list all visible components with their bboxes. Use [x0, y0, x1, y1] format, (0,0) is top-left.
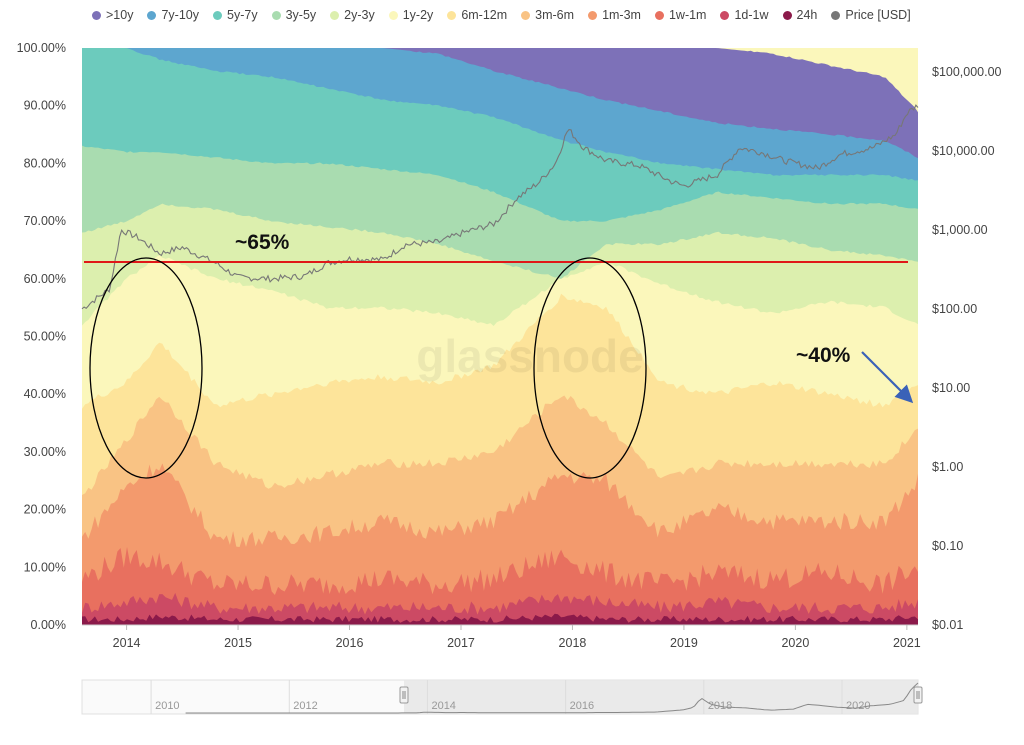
- y-left-tick-label: 40.00%: [24, 387, 66, 401]
- y-axis-left: 0.00% 10.00% 20.00% 30.00% 40.00% 50.00% 60.00…: [17, 41, 66, 632]
- legend-dot-icon: [831, 10, 841, 20]
- legend-item-24h[interactable]: 24h: [782, 8, 818, 22]
- annotations: ~65% ~40%: [84, 231, 914, 479]
- area-1d-1w: [82, 592, 918, 625]
- legend-label: 3m-6m: [535, 8, 575, 22]
- x-tick-label: 2020: [781, 636, 809, 650]
- annotation-40: ~40%: [796, 344, 851, 367]
- legend-dot-icon: [147, 10, 157, 20]
- navigator-handle-right[interactable]: [913, 686, 923, 704]
- legend-dot-icon: [521, 10, 531, 20]
- legend-label: 1m-3m: [602, 8, 641, 22]
- legend-dot-icon: [588, 10, 598, 20]
- navigator-label: 2010: [155, 700, 179, 712]
- highlight-ellipse-2014: [89, 257, 203, 479]
- handle-grip-icon[interactable]: [399, 686, 409, 704]
- y-left-tick-label: 60.00%: [24, 272, 66, 286]
- legend-label: >10y: [106, 8, 134, 22]
- handle-grip-icon[interactable]: [913, 686, 923, 704]
- legend-label: 7y-10y: [161, 8, 199, 22]
- navigator-label: 2020: [846, 700, 870, 712]
- y-left-tick-label: 100.00%: [17, 41, 66, 55]
- y-left-tick-label: 90.00%: [24, 99, 66, 113]
- legend-dot-icon: [447, 10, 457, 20]
- y-right-tick-label: $10.00: [932, 381, 970, 395]
- chart-svg: glassnode 0.00% 10.00% 20.00% 30.00% 40.00% 50…: [17, 41, 1002, 650]
- navigator-group: 2010 2012 2014 2016 2018 2020: [81, 679, 923, 715]
- legend-item-2y-3y[interactable]: 2y-3y: [330, 8, 375, 22]
- legend-item-1m-3m[interactable]: 1m-3m: [588, 8, 641, 22]
- x-tick-label: 2014: [113, 636, 141, 650]
- x-tick-label: 2015: [224, 636, 252, 650]
- x-tick-label: 2016: [336, 636, 364, 650]
- legend-label: 5y-7y: [227, 8, 258, 22]
- y-axis-right: $0.01 $0.10 $1.00 $10.00 $100.00 $1,000.00 $10…: [932, 65, 1002, 632]
- legend-label: 1w-1m: [668, 8, 707, 22]
- area-24h: [82, 613, 918, 625]
- legend-label: 24h: [796, 8, 818, 22]
- legend-dot-icon: [654, 10, 664, 20]
- navigator-handle-left[interactable]: [399, 686, 409, 704]
- arrow-icon: [861, 351, 914, 404]
- navigator-label: 2016: [570, 700, 594, 712]
- y-right-tick-label: $1,000.00: [932, 223, 988, 237]
- y-right-tick-label: $0.10: [932, 539, 963, 553]
- navigator-label: 2018: [708, 700, 732, 712]
- legend-label: Price [USD]: [845, 8, 911, 22]
- legend-label: 1d-1w: [734, 8, 769, 22]
- legend-item-1d-1w[interactable]: 1d-1w: [720, 8, 769, 22]
- legend-item-10y[interactable]: >10y: [92, 8, 133, 22]
- y-left-tick-label: 20.00%: [24, 503, 66, 517]
- legend-item-3y-5y[interactable]: 3y-5y: [271, 8, 317, 22]
- y-right-tick-label: $1.00: [932, 460, 963, 474]
- navigator-label: 2014: [431, 700, 455, 712]
- legend-dot-icon: [92, 10, 101, 20]
- y-right-tick-label: $100,000.00: [932, 65, 1002, 79]
- x-axis: 2014 2015 2016 2017 2018 2019 2020 2021: [82, 624, 921, 650]
- legend-dot-icon: [330, 10, 340, 20]
- legend-item-5y-7y[interactable]: 5y-7y: [213, 8, 258, 22]
- annotation-65: ~65%: [235, 231, 290, 254]
- y-right-tick-label: $0.01: [932, 618, 963, 632]
- legend-item-7y-10y[interactable]: 7y-10y: [147, 8, 199, 22]
- watermark: glassnode: [416, 330, 644, 382]
- legend-label: 1y-2y: [402, 8, 434, 22]
- y-left-tick-label: 80.00%: [24, 156, 66, 170]
- chart-legend: >10y 7y-10y 5y-7y 3y-5y 2y-3y 1y-2y 6m-12m 3m-6…: [92, 8, 911, 22]
- y-left-tick-label: 70.00%: [24, 214, 66, 228]
- legend-item-6m-12m[interactable]: 6m-12m: [447, 8, 507, 22]
- legend-item-price-usd[interactable]: Price [USD]: [831, 8, 911, 22]
- x-tick-label: 2019: [670, 636, 698, 650]
- price-line: [81, 104, 919, 310]
- legend-label: 6m-12m: [461, 8, 508, 22]
- stacked-areas: [82, 48, 918, 626]
- legend-label: 3y-5y: [285, 8, 317, 22]
- y-left-tick-label: 10.00%: [24, 560, 66, 574]
- navigator-track: [81, 679, 919, 715]
- navigator-label: 2012: [293, 700, 317, 712]
- legend-item-3m-6m[interactable]: 3m-6m: [521, 8, 574, 22]
- y-left-tick-label: 30.00%: [24, 445, 66, 459]
- y-right-tick-label: $100.00: [932, 302, 977, 316]
- x-tick-label: 2021: [893, 636, 921, 650]
- legend-dot-icon: [213, 10, 222, 20]
- navigator-selection[interactable]: [404, 680, 918, 714]
- highlight-ellipse-2018: [533, 257, 647, 479]
- y-right-tick-label: $10,000.00: [932, 144, 995, 158]
- legend-dot-icon: [720, 10, 730, 20]
- legend-dot-icon: [388, 10, 398, 20]
- legend-dot-icon: [271, 10, 281, 20]
- legend-item-1y-2y[interactable]: 1y-2y: [388, 8, 434, 22]
- x-tick-label: 2018: [559, 636, 587, 650]
- x-tick-label: 2017: [447, 636, 475, 650]
- navigator-price-line: [185, 682, 919, 714]
- y-left-tick-label: 0.00%: [31, 618, 66, 632]
- legend-item-1w-1m[interactable]: 1w-1m: [654, 8, 707, 22]
- y-left-tick-label: 50.00%: [24, 330, 66, 344]
- legend-dot-icon: [782, 10, 792, 20]
- legend-label: 2y-3y: [344, 8, 375, 22]
